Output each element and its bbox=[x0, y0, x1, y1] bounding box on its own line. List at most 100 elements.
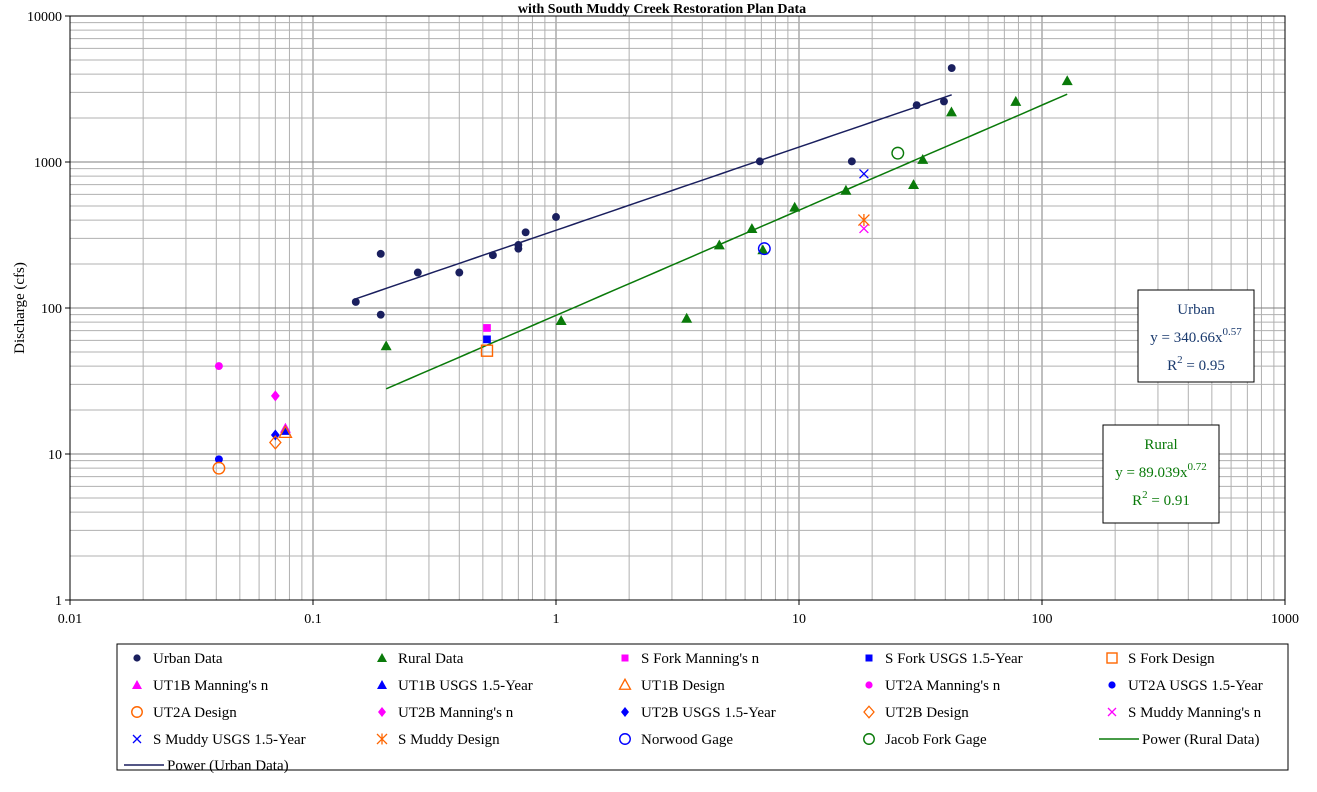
series-s-muddy-design bbox=[857, 214, 870, 227]
y-tick-label: 1 bbox=[55, 594, 62, 609]
data-points bbox=[212, 64, 1073, 475]
legend-label: UT2A USGS 1.5-Year bbox=[1128, 678, 1263, 694]
legend-item-ut2a-design: UT2A Design bbox=[131, 705, 237, 721]
legend-marker bbox=[133, 654, 141, 662]
legend-marker bbox=[377, 680, 387, 689]
equation-r2: R2 = 0.91 bbox=[1132, 489, 1190, 509]
legend-item-s-muddy-usgs-1-5-year: S Muddy USGS 1.5-Year bbox=[132, 732, 306, 748]
trendline-power-rural-data bbox=[385, 93, 1068, 390]
x-tick-label: 10 bbox=[792, 612, 806, 627]
data-point bbox=[840, 184, 852, 195]
chart-title: with South Muddy Creek Restoration Plan … bbox=[518, 2, 806, 17]
legend-label: Norwood Gage bbox=[641, 732, 733, 748]
data-point bbox=[681, 312, 693, 323]
data-point bbox=[351, 297, 360, 306]
data-point bbox=[940, 97, 948, 106]
y-tick-label: 1000 bbox=[34, 156, 62, 171]
rural-equation: Rural y = 89.039x0.72 R2 = 0.91 bbox=[1102, 424, 1220, 524]
legend-label: S Fork Design bbox=[1128, 651, 1215, 667]
legend-marker bbox=[1108, 681, 1116, 689]
legend-item-s-fork-design: S Fork Design bbox=[1106, 651, 1215, 667]
legend-item-s-muddy-manning-s-n: S Muddy Manning's n bbox=[1107, 705, 1262, 721]
urban-equation: Urban y = 340.66x0.57 R2 = 0.95 bbox=[1137, 289, 1255, 383]
legend-item-ut1b-design: UT1B Design bbox=[618, 677, 725, 694]
series-ut2a-usgs-1-5-year bbox=[214, 455, 223, 464]
data-point bbox=[483, 335, 491, 344]
legend-marker bbox=[377, 653, 387, 662]
legend-label: Rural Data bbox=[398, 651, 464, 667]
legend-item-s-fork-usgs-1-5-year: S Fork USGS 1.5-Year bbox=[865, 651, 1023, 667]
legend-item-ut2b-manning-s-n: UT2B Manning's n bbox=[378, 705, 514, 721]
legend-item-ut1b-usgs-1-5-year: UT1B USGS 1.5-Year bbox=[377, 678, 533, 694]
legend-marker bbox=[1106, 652, 1118, 664]
data-point bbox=[891, 146, 905, 160]
legend-item-ut1b-manning-s-n: UT1B Manning's n bbox=[132, 678, 269, 694]
legend-marker bbox=[131, 706, 143, 718]
legend-marker bbox=[619, 733, 631, 745]
legend-label: UT1B Design bbox=[641, 678, 725, 694]
data-point bbox=[270, 429, 280, 441]
data-point bbox=[1010, 95, 1022, 106]
y-axis-label: Discharge (cfs) bbox=[12, 262, 28, 354]
series-jacob-fork-gage bbox=[891, 146, 905, 160]
x-tick-label: 1 bbox=[553, 612, 560, 627]
legend-item-rural-data: Rural Data bbox=[377, 651, 464, 667]
legend-marker bbox=[621, 707, 629, 717]
legend-label: UT2B USGS 1.5-Year bbox=[641, 705, 776, 721]
series-ut1b-design bbox=[278, 424, 293, 438]
y-tick-label: 10 bbox=[48, 448, 62, 463]
legend-item-jacob-fork-gage: Jacob Fork Gage bbox=[863, 732, 987, 748]
legend-label: S Muddy Manning's n bbox=[1128, 705, 1262, 721]
equation-title: Urban bbox=[1177, 302, 1215, 318]
series-norwood-gage bbox=[757, 242, 771, 256]
legend-label: Urban Data bbox=[153, 651, 223, 667]
series-ut2b-manning-s-n bbox=[270, 390, 280, 402]
data-point bbox=[214, 455, 223, 464]
data-point bbox=[488, 251, 497, 260]
x-tick-label: 100 bbox=[1032, 612, 1053, 627]
x-axis: 0.01 0.1 1 10 100 1000 bbox=[58, 600, 1299, 627]
equation-box bbox=[1137, 289, 1255, 383]
legend-marker bbox=[865, 654, 873, 662]
legend-marker bbox=[618, 677, 632, 690]
data-point bbox=[947, 64, 956, 73]
legend-item-ut2b-design: UT2B Design bbox=[863, 705, 969, 721]
data-point bbox=[908, 179, 920, 190]
legend-item-s-muddy-design: S Muddy Design bbox=[376, 732, 500, 748]
legend-item-urban-data: Urban Data bbox=[133, 651, 223, 667]
legend-label: UT2B Design bbox=[885, 705, 969, 721]
data-point bbox=[376, 249, 385, 258]
legend-label: S Fork Manning's n bbox=[641, 651, 760, 667]
data-point bbox=[278, 424, 293, 438]
equation-formula: y = 89.039x0.72 bbox=[1115, 461, 1206, 481]
x-tick-label: 0.1 bbox=[304, 612, 322, 627]
equation-r2: R2 = 0.95 bbox=[1167, 354, 1225, 374]
data-point bbox=[514, 241, 523, 249]
series-urban-data bbox=[351, 64, 956, 319]
series-ut2a-design bbox=[212, 461, 226, 475]
data-point bbox=[945, 106, 957, 117]
legend-item-ut2b-usgs-1-5-year: UT2B USGS 1.5-Year bbox=[621, 705, 776, 721]
legend-label: S Muddy Design bbox=[398, 732, 500, 748]
series-ut2b-usgs-1-5-year bbox=[270, 429, 280, 441]
equation-title: Rural bbox=[1144, 437, 1177, 453]
legend-item-ut2a-manning-s-n: UT2A Manning's n bbox=[865, 678, 1001, 694]
legend-label: UT1B Manning's n bbox=[153, 678, 269, 694]
data-point bbox=[380, 340, 392, 351]
legend-item-power-rural-data: Power (Rural Data) bbox=[1099, 732, 1259, 748]
legend-marker bbox=[1107, 707, 1117, 717]
legend-marker bbox=[621, 654, 629, 662]
data-point bbox=[847, 157, 856, 166]
y-tick-label: 10000 bbox=[27, 10, 62, 25]
data-point bbox=[413, 268, 422, 277]
legend-marker bbox=[863, 705, 875, 719]
legend-box bbox=[116, 643, 1289, 771]
data-point bbox=[555, 315, 567, 325]
data-point bbox=[212, 461, 226, 475]
x-tick-label: 0.01 bbox=[58, 612, 83, 627]
data-point bbox=[455, 268, 464, 277]
legend-marker bbox=[132, 680, 142, 689]
series-s-fork-usgs-1-5-year bbox=[483, 335, 491, 344]
legend-label: Power (Rural Data) bbox=[1142, 732, 1259, 748]
data-point bbox=[1061, 75, 1073, 86]
